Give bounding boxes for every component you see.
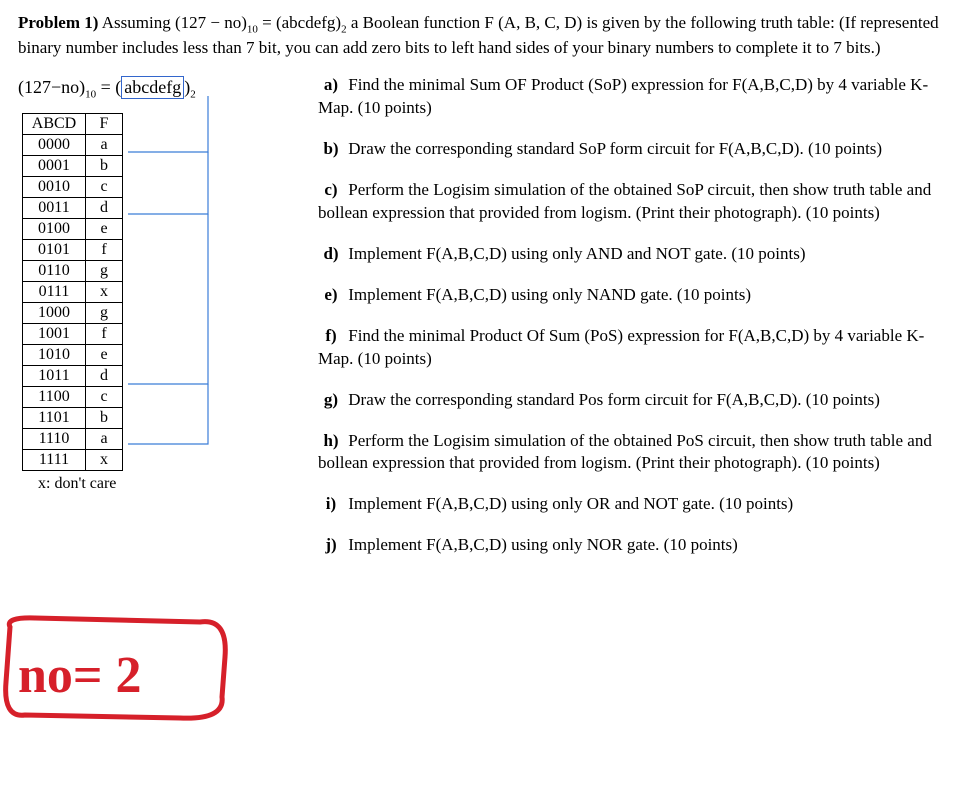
problem-header: Problem 1) Assuming (127 − no)10 = (abcd… <box>18 12 953 60</box>
part-g-label: g) <box>318 389 344 412</box>
truth-table: ABCD F 0000a 0001b 0010c 0011d 0100e 010… <box>22 113 123 471</box>
part-i-label: i) <box>318 493 344 516</box>
part-c-text: Perform the Logisim simulation of the ob… <box>318 180 931 222</box>
right-column: a) Find the minimal Sum OF Product (SoP)… <box>288 74 953 575</box>
problem-title: Problem 1) <box>18 13 98 32</box>
table-row: 0110g <box>23 260 123 281</box>
header-sub-10: 10 <box>247 23 258 35</box>
table-row: 1001f <box>23 323 123 344</box>
table-row: 1000g <box>23 302 123 323</box>
dont-care-legend: x: don't care <box>38 475 288 493</box>
part-d-label: d) <box>318 243 344 266</box>
part-e-text: Implement F(A,B,C,D) using only NAND gat… <box>348 285 751 304</box>
part-d-text: Implement F(A,B,C,D) using only AND and … <box>348 244 805 263</box>
part-f-text: Find the minimal Product Of Sum (PoS) ex… <box>318 326 924 368</box>
eq-rhs-sub: 2 <box>190 89 196 101</box>
part-d: d) Implement F(A,B,C,D) using only AND a… <box>318 243 953 266</box>
part-e-label: e) <box>318 284 344 307</box>
part-a-text: Find the minimal Sum OF Product (SoP) ex… <box>318 75 928 117</box>
part-b-text: Draw the corresponding standard SoP form… <box>348 139 882 158</box>
table-row: 1111x <box>23 449 123 470</box>
part-j: j) Implement F(A,B,C,D) using only NOR g… <box>318 534 953 557</box>
part-a: a) Find the minimal Sum OF Product (SoP)… <box>318 74 953 120</box>
part-c: c) Perform the Logisim simulation of the… <box>318 179 953 225</box>
part-g-text: Draw the corresponding standard Pos form… <box>348 390 880 409</box>
header-text-2: = (abcdefg) <box>262 13 341 32</box>
table-row: 0010c <box>23 176 123 197</box>
table-row: 0111x <box>23 281 123 302</box>
annotation-text: no= 2 <box>18 647 142 704</box>
part-j-label: j) <box>318 534 344 557</box>
part-a-label: a) <box>318 74 344 97</box>
eq-eq: = <box>101 77 116 97</box>
table-header-row: ABCD F <box>23 113 123 134</box>
part-f-label: f) <box>318 325 344 348</box>
left-column: (127−no)10 = (abcdefg)2 ABCD F 0000a 000… <box>18 74 288 493</box>
table-row: 0100e <box>23 218 123 239</box>
handwritten-annotation: no= 2 <box>0 612 230 712</box>
header-sub-2: 2 <box>341 23 347 35</box>
part-e: e) Implement F(A,B,C,D) using only NAND … <box>318 284 953 307</box>
part-i: i) Implement F(A,B,C,D) using only OR an… <box>318 493 953 516</box>
table-row: 1010e <box>23 344 123 365</box>
table-row: 0101f <box>23 239 123 260</box>
eq-lhs-sub: 10 <box>85 89 96 101</box>
eq-lhs: (127−no) <box>18 77 85 97</box>
part-f: f) Find the minimal Product Of Sum (PoS)… <box>318 325 953 371</box>
part-j-text: Implement F(A,B,C,D) using only NOR gate… <box>348 535 738 554</box>
table-row: 0000a <box>23 134 123 155</box>
header-text-1: Assuming (127 − no) <box>102 13 247 32</box>
part-b: b) Draw the corresponding standard SoP f… <box>318 138 953 161</box>
table-row: 0011d <box>23 197 123 218</box>
part-g: g) Draw the corresponding standard Pos f… <box>318 389 953 412</box>
part-h-label: h) <box>318 430 344 453</box>
part-h-text: Perform the Logisim simulation of the ob… <box>318 431 932 473</box>
th-abcd: ABCD <box>23 113 86 134</box>
eq-letters: abcdefg <box>124 77 181 97</box>
table-row: 1100c <box>23 386 123 407</box>
part-b-label: b) <box>318 138 344 161</box>
table-row: 1011d <box>23 365 123 386</box>
table-row: 1101b <box>23 407 123 428</box>
table-row: 1110a <box>23 428 123 449</box>
part-c-label: c) <box>318 179 344 202</box>
part-h: h) Perform the Logisim simulation of the… <box>318 430 953 476</box>
th-f: F <box>86 113 123 134</box>
eq-letters-box: abcdefg <box>121 76 184 99</box>
equation-line: (127−no)10 = (abcdefg)2 <box>18 76 288 101</box>
table-row: 0001b <box>23 155 123 176</box>
content-row: (127−no)10 = (abcdefg)2 ABCD F 0000a 000… <box>18 74 953 575</box>
part-i-text: Implement F(A,B,C,D) using only OR and N… <box>348 494 793 513</box>
